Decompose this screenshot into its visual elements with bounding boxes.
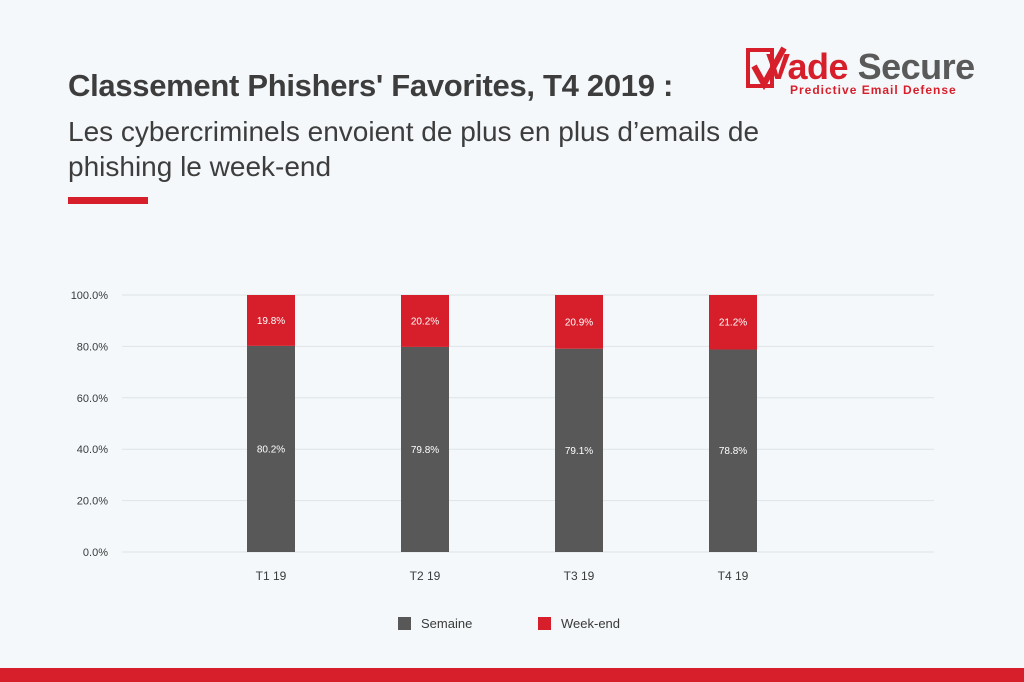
bar-semaine xyxy=(247,345,295,552)
bar-weekend xyxy=(247,295,295,346)
y-tick-label: 0.0% xyxy=(83,547,108,559)
page-subtitle: Les cybercriminels envoient de plus en p… xyxy=(68,116,760,182)
data-label-weekend: 21.2% xyxy=(719,318,747,329)
legend-label-semaine: Semaine xyxy=(421,616,473,631)
checkmark-box-icon xyxy=(746,46,787,91)
bar-weekend xyxy=(709,295,757,350)
legend-swatch-semaine xyxy=(398,617,411,630)
x-tick-label: T1 19 xyxy=(256,569,287,583)
legend-item-weekend: Week-end xyxy=(538,616,620,631)
logo-tagline: Predictive Email Defense xyxy=(790,83,957,97)
data-label-semaine: 78.8% xyxy=(719,446,747,457)
stacked-bar-chart: 0.0% 20.0% 40.0% 60.0% 80.0% 100.0% 80.2% 19.8%… xyxy=(71,290,934,583)
legend-item-semaine: Semaine xyxy=(398,616,472,631)
data-label-weekend: 20.2% xyxy=(411,316,439,327)
vade-secure-logo: Vade Secure Predictive Email Defense xyxy=(744,44,984,100)
bar-semaine xyxy=(555,348,603,552)
data-label-semaine: 79.1% xyxy=(565,446,593,457)
y-tick-label: 60.0% xyxy=(77,393,108,405)
logo-wordmark: Vade Secure xyxy=(766,46,975,87)
y-tick-label: 40.0% xyxy=(77,444,108,456)
legend-swatch-weekend xyxy=(538,617,551,630)
bar-weekend xyxy=(401,295,449,347)
x-tick-label: T2 19 xyxy=(410,569,441,583)
bar-semaine xyxy=(401,346,449,552)
legend-label-weekend: Week-end xyxy=(561,616,621,631)
bar-weekend xyxy=(555,295,603,349)
y-tick-label: 100.0% xyxy=(71,290,109,302)
y-tick-label: 80.0% xyxy=(77,341,108,353)
x-tick-label: T4 19 xyxy=(718,569,749,583)
y-tick-label: 20.0% xyxy=(77,496,108,508)
chart-legend: Semaine Week-end xyxy=(0,616,1024,638)
data-label-weekend: 19.8% xyxy=(257,316,285,327)
data-label-semaine: 80.2% xyxy=(257,444,285,455)
bar-semaine xyxy=(709,349,757,552)
data-label-semaine: 79.8% xyxy=(411,445,439,456)
data-label-weekend: 20.9% xyxy=(565,317,593,328)
x-tick-label: T3 19 xyxy=(564,569,595,583)
footer-accent-bar xyxy=(0,668,1024,682)
accent-rule xyxy=(68,197,148,204)
page-title: Classement Phishers' Favorites, T4 2019 … xyxy=(68,68,674,103)
